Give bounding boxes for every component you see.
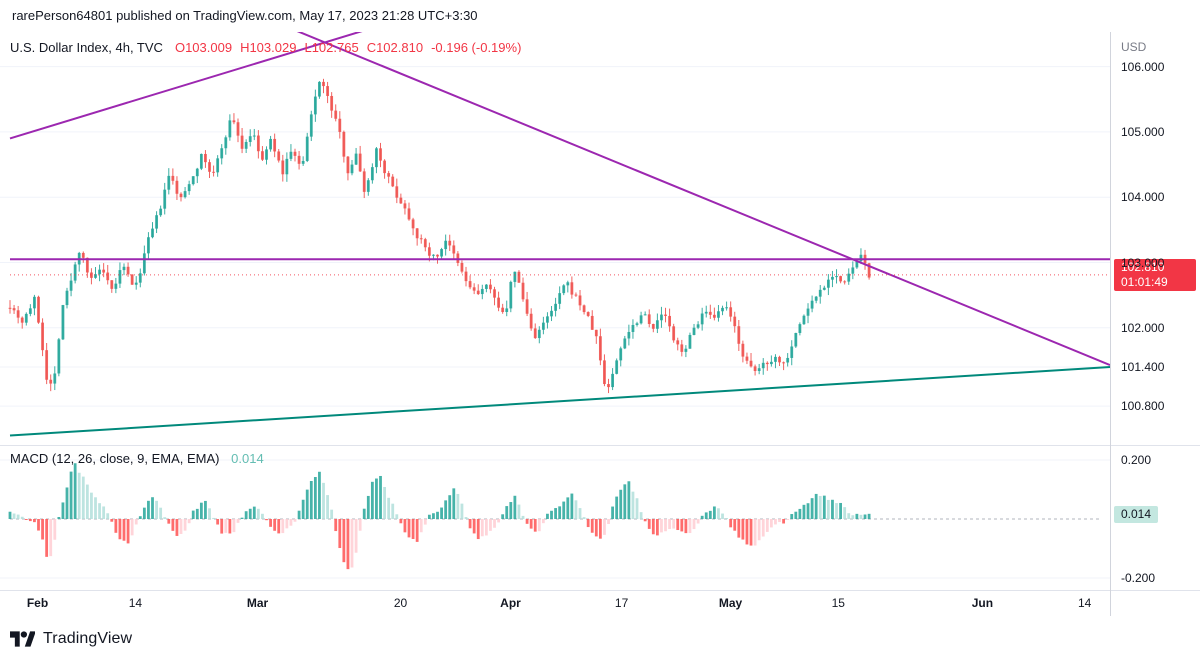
time-axis-label: Mar (246, 596, 269, 610)
time-axis-label: Apr (500, 596, 521, 610)
tradingview-brand-link[interactable]: TradingView (43, 629, 133, 647)
time-axis-label: May (718, 596, 743, 610)
close-value: C102.810 (366, 40, 424, 55)
price-axis-label: 104.000 (1121, 190, 1165, 205)
pane-separator[interactable] (0, 445, 1200, 446)
time-axis-label: Feb (26, 596, 49, 610)
price-axis-label: 103.000 (1121, 255, 1165, 270)
bar-countdown: 01:01:49 (1121, 274, 1168, 289)
time-axis-label: 14 (128, 596, 143, 610)
attribution-text: rarePerson64801 published on TradingView… (12, 8, 478, 23)
price-chart-canvas[interactable] (0, 32, 1110, 445)
symbol-legend: U.S. Dollar Index, 4h, TVC O103.009 H103… (10, 40, 521, 55)
time-axis[interactable]: Feb 14 Mar 20 Apr 17 May 15 Jun 14 (0, 590, 1110, 616)
macd-axis-label: -0.200 (1121, 571, 1156, 585)
chart-frame: U.S. Dollar Index, 4h, TVC O103.009 H103… (0, 32, 1200, 616)
price-axis-label: 106.000 (1121, 59, 1165, 74)
trendline-descending-resistance (296, 32, 1110, 366)
symbol-title[interactable]: U.S. Dollar Index, 4h, TVC (10, 40, 163, 55)
open-value: O103.009 (174, 40, 233, 55)
trendline-ascending-support (9, 365, 1110, 437)
current-price-badge: 102.810 01:01:49 (1114, 258, 1196, 291)
time-axis-label: 17 (614, 596, 629, 610)
price-axis-label: 102.000 (1121, 320, 1165, 335)
snapshot-footer: TradingView (0, 616, 1200, 661)
time-axis-label: 20 (393, 596, 408, 610)
macd-legend: MACD (12, 26, close, 9, EMA, EMA) 0.014 (10, 451, 264, 466)
macd-canvas[interactable] (0, 445, 1110, 590)
current-price-value: 102.810 (1121, 259, 1165, 274)
trendline-ascending-resistance (9, 32, 363, 140)
ohlc-values: O103.009 H103.029 L102.765 C102.810 -0.1… (175, 40, 521, 55)
macd-title[interactable]: MACD (12, 26, close, 9, EMA, EMA) (10, 451, 220, 466)
low-value: L102.765 (304, 40, 359, 55)
high-value: H103.029 (240, 40, 297, 55)
main-price-pane[interactable]: U.S. Dollar Index, 4h, TVC O103.009 H103… (0, 32, 1110, 445)
macd-axis-label: 0.200 (1121, 453, 1152, 467)
time-axis-label: 14 (1078, 596, 1092, 610)
tradingview-logo-icon[interactable] (10, 629, 35, 649)
time-axis-label: Jun (971, 596, 994, 610)
time-axis-separator (0, 590, 1200, 591)
price-axis-label: 101.400 (1121, 359, 1165, 374)
currency-label: USD (1121, 40, 1147, 54)
change-value: -0.196 (-0.19%) (431, 40, 522, 55)
macd-pane[interactable]: MACD (12, 26, close, 9, EMA, EMA) 0.014 (0, 445, 1110, 590)
time-axis-label: 15 (831, 596, 845, 610)
price-axis-label: 100.800 (1121, 399, 1165, 414)
macd-current-value: 0.014 (231, 451, 264, 466)
price-axis-label: 105.000 (1121, 124, 1165, 139)
macd-value-badge: 0.014 (1114, 505, 1159, 523)
price-axis[interactable]: USD 102.810 01:01:49 0.014 106.000 105.00… (1110, 32, 1200, 616)
